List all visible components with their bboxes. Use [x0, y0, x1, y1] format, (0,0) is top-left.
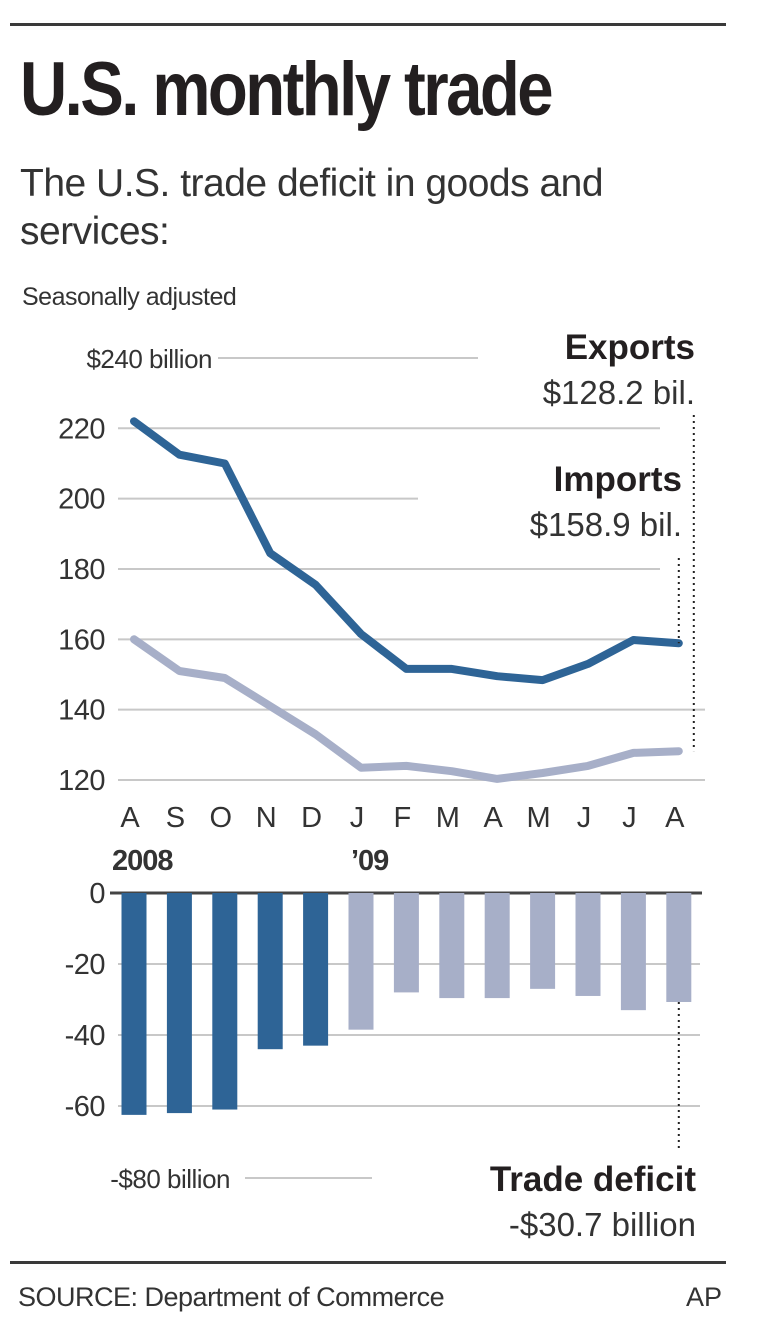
- axis-labels: $240 billion 220 200 180 160 140 120 0 -20 -40 -60…: [58, 344, 685, 1194]
- deficit-bar: [439, 893, 465, 999]
- imports-label-title: Imports: [553, 460, 682, 499]
- seasonal-note: Seasonally adjusted: [22, 283, 237, 311]
- deficit-label-value: -$30.7 billion: [508, 1206, 696, 1243]
- y-tick-label: 220: [58, 413, 105, 445]
- x-tick-label: J: [350, 802, 365, 834]
- y-tick-label: 160: [58, 624, 105, 656]
- x-tick-label: J: [622, 802, 637, 834]
- leader-lines: [677, 415, 695, 1150]
- y-tick-label: -40: [65, 1020, 105, 1052]
- deficit-bar: [620, 893, 646, 1011]
- source-credit: SOURCE: Department of Commerce: [18, 1282, 445, 1312]
- deficit-bar: [393, 893, 419, 993]
- x-tick-label: F: [394, 802, 412, 834]
- deficit-bar: [348, 893, 374, 1030]
- deficit-bar: [303, 893, 329, 1046]
- line-chart-gridlines: [118, 356, 705, 781]
- y-tick-label: $240 billion: [86, 344, 212, 374]
- x-tick-label: A: [484, 802, 504, 834]
- x-tick-label: O: [210, 802, 233, 834]
- deficit-bar: [212, 893, 238, 1110]
- agency-credit: AP: [685, 1282, 722, 1312]
- deficit-label-title: Trade deficit: [489, 1160, 696, 1199]
- x-tick-label: A: [120, 802, 140, 834]
- exports-label-value: $128.2 bil.: [542, 374, 695, 411]
- deficit-bar: [121, 893, 147, 1115]
- y-tick-label: 140: [58, 695, 105, 727]
- x-tick-label: N: [256, 802, 277, 834]
- chart-subtitle: The U.S. trade deficit in goods and serv…: [20, 162, 604, 253]
- bottom-rule: [10, 1261, 726, 1264]
- deficit-bar: [666, 893, 692, 1002]
- deficit-bar: [530, 893, 556, 989]
- y-tick-label: 0: [89, 878, 105, 910]
- y-tick-label: 180: [58, 554, 105, 586]
- x-tick-label: A: [665, 802, 685, 834]
- y-tick-label: -60: [65, 1091, 105, 1123]
- x-tick-label: J: [577, 802, 592, 834]
- year-label: 2008: [112, 845, 173, 877]
- top-rule: [10, 23, 726, 26]
- y-tick-label: -$80 billion: [110, 1164, 230, 1194]
- y-tick-label: -20: [65, 949, 105, 981]
- chart-title: U.S. monthly trade: [20, 47, 554, 132]
- trade-lines: [130, 417, 683, 783]
- x-tick-label: D: [301, 802, 322, 834]
- x-tick-label: M: [436, 802, 460, 834]
- deficit-bar: [257, 893, 283, 1050]
- y-tick-label: 120: [58, 765, 105, 797]
- y-tick-label: 200: [58, 484, 105, 516]
- exports-label-title: Exports: [564, 328, 695, 367]
- deficit-bar: [575, 893, 601, 996]
- deficit-bar: [166, 893, 192, 1114]
- x-tick-label: S: [166, 802, 185, 834]
- deficit-bars: [121, 893, 692, 1115]
- deficit-bar: [484, 893, 510, 999]
- x-tick-label: M: [527, 802, 551, 834]
- imports-label-value: $158.9 bil.: [529, 506, 682, 543]
- year-label: ’09: [351, 845, 389, 877]
